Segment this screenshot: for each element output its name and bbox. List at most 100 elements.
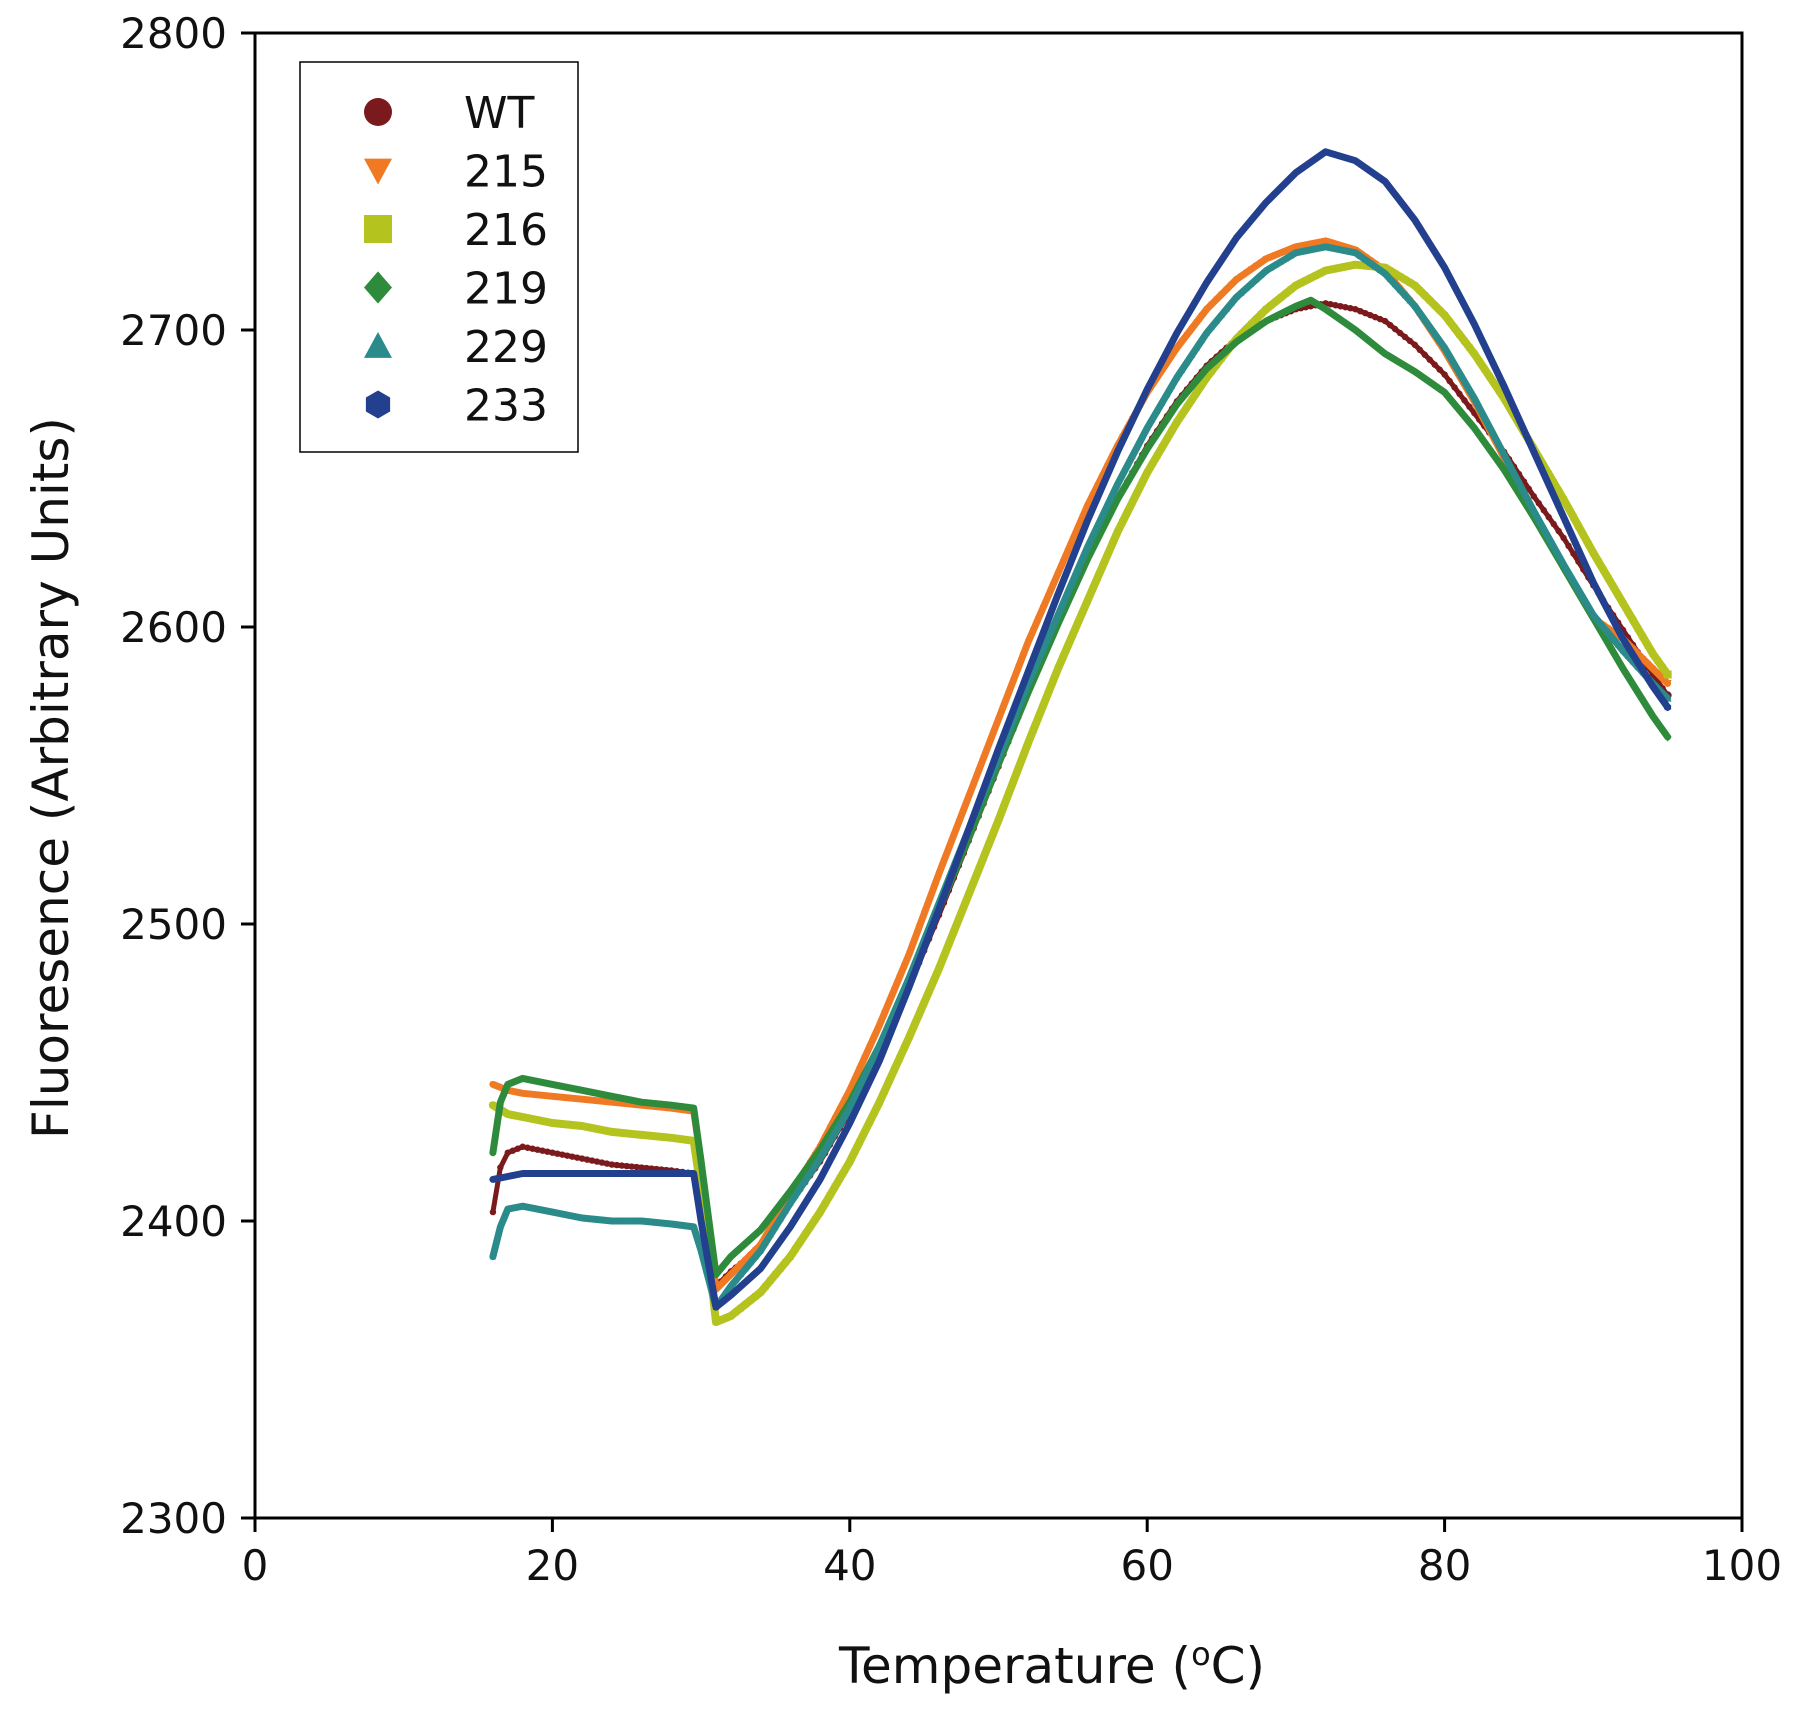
series-point-215 (559, 1094, 566, 1101)
series-point-229 (1585, 603, 1592, 610)
series-point-233 (589, 1170, 595, 1177)
series-point-229 (524, 1203, 531, 1210)
series-point-216 (638, 1131, 645, 1139)
series-point-229 (668, 1220, 675, 1227)
x-axis-title: Temperature (oC) (838, 1635, 1265, 1695)
series-point-229 (1119, 471, 1126, 478)
series-point-219 (1619, 664, 1627, 673)
series-point-229 (831, 1130, 839, 1137)
series-point-216 (945, 940, 953, 947)
series-point-219 (1446, 394, 1453, 402)
series-point-216 (1476, 357, 1483, 365)
series-point-229 (757, 1247, 764, 1254)
series-point-219 (1044, 643, 1052, 651)
series-point-229 (1074, 566, 1082, 573)
series-point-WT (1555, 527, 1562, 535)
series-point-219 (1277, 309, 1285, 318)
series-point-215 (1327, 239, 1334, 246)
series-point-233 (668, 1170, 675, 1177)
series-point-216 (489, 1101, 497, 1109)
series-point-229 (1193, 344, 1200, 351)
series-point-229 (1441, 344, 1448, 351)
series-point-229 (559, 1210, 566, 1217)
series-point-215 (752, 1246, 759, 1253)
series-point-215 (1337, 242, 1344, 249)
series-point-229 (1426, 323, 1433, 330)
series-point-216 (1663, 670, 1672, 679)
series-point-233 (1645, 675, 1651, 682)
series-point-219 (1258, 320, 1265, 329)
series-point-233 (509, 1172, 516, 1179)
series-point-216 (1565, 505, 1572, 512)
series-point-233 (1590, 579, 1597, 586)
series-point-233 (733, 1287, 739, 1294)
series-point-233 (708, 1275, 714, 1282)
series-point-219 (1505, 473, 1513, 482)
series-point-219 (1406, 364, 1414, 373)
series-point-233 (1610, 616, 1616, 624)
series-point-WT (1545, 513, 1552, 521)
series-point-216 (906, 1033, 913, 1041)
series-point-215 (871, 1033, 878, 1040)
series-point-216 (529, 1115, 536, 1123)
series-point-216 (514, 1112, 521, 1120)
series-point-215 (613, 1099, 621, 1106)
series-point-215 (851, 1076, 858, 1083)
series-point-215 (1084, 502, 1091, 509)
series-point-233 (842, 1129, 848, 1136)
series-229 (489, 243, 1672, 1311)
series-point-233 (658, 1170, 665, 1177)
series-point-229 (1590, 611, 1597, 618)
series-point-229 (578, 1214, 586, 1221)
series-point-233 (1486, 352, 1492, 359)
series-point-WT (1436, 366, 1443, 373)
series-point-233 (1377, 174, 1383, 182)
series-point-215 (593, 1097, 601, 1104)
series-point-216 (861, 1128, 868, 1136)
series-point-233 (832, 1148, 838, 1155)
series-point-233 (757, 1265, 764, 1272)
series-point-229 (1490, 432, 1498, 439)
series-point-229 (1362, 256, 1369, 263)
series-point-216 (1292, 282, 1300, 289)
x-tick-label: 0 (242, 1541, 269, 1590)
series-point-216 (950, 928, 958, 935)
series-point-229 (1367, 259, 1374, 266)
series-point-219 (1317, 302, 1324, 310)
series-point-215 (1644, 660, 1652, 667)
series-point-215 (1173, 345, 1181, 352)
series-point-216 (1342, 263, 1349, 270)
series-point-216 (762, 1283, 769, 1290)
series-point-216 (1639, 633, 1647, 641)
series-point-WT (1367, 311, 1374, 319)
series-point-229 (633, 1217, 640, 1224)
series-point-WT (1461, 397, 1468, 404)
series-point-219 (514, 1076, 521, 1085)
series-point-229 (679, 1222, 686, 1229)
series-point-233 (772, 1244, 779, 1251)
series-point-219 (519, 1074, 526, 1083)
series-point-233 (1367, 167, 1374, 175)
series-point-233 (802, 1199, 808, 1207)
series-point-233 (752, 1269, 759, 1277)
series-point-215 (1649, 665, 1656, 672)
series-point-229 (1525, 498, 1533, 505)
series-point-215 (1634, 651, 1642, 657)
series-point-229 (806, 1170, 814, 1177)
series-point-233 (554, 1170, 561, 1177)
series-point-233 (505, 1173, 511, 1180)
series-point-219 (1178, 394, 1186, 402)
series-point-233 (1516, 415, 1522, 423)
series-point-215 (1039, 604, 1047, 611)
legend-label-216: 216 (464, 205, 548, 256)
series-point-216 (603, 1127, 611, 1135)
series-point-229 (1213, 317, 1220, 324)
series-point-233 (1079, 529, 1086, 536)
legend-label-229: 229 (464, 322, 548, 373)
series-point-219 (1114, 495, 1121, 503)
series-point-216 (1406, 279, 1414, 286)
series-point-216 (1034, 714, 1042, 722)
series-point-229 (1565, 569, 1572, 576)
series-point-219 (544, 1079, 551, 1088)
series-point-216 (1287, 286, 1295, 293)
